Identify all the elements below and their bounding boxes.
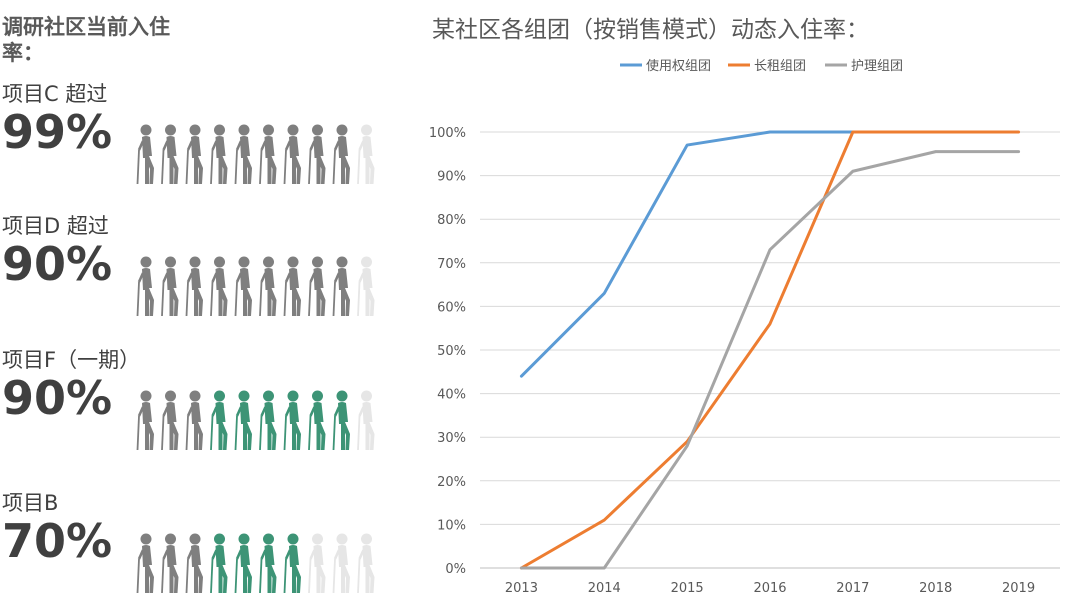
elderly-person-icon (210, 124, 228, 185)
series-line (519, 150, 1021, 570)
elderly-person-icon (161, 390, 179, 451)
x-tick-label: 2013 (505, 581, 538, 596)
elderly-person-icon (234, 124, 252, 185)
elderly-person-icon (259, 124, 277, 185)
x-tick-label: 2017 (836, 581, 869, 596)
people-icon-row (136, 533, 375, 594)
y-tick-label: 90% (437, 170, 466, 185)
people-icon-row (136, 124, 375, 185)
occupancy-percentage: 90% (2, 371, 113, 425)
elderly-person-icon (161, 124, 179, 185)
occupancy-percentage: 70% (2, 514, 113, 568)
elderly-person-icon (161, 256, 179, 317)
elderly-person-icon (136, 533, 154, 594)
project-label: 项目D 超过 (2, 214, 109, 238)
series-line (519, 130, 1021, 570)
occupancy-percentage: 90% (2, 237, 113, 291)
y-tick-label: 40% (437, 388, 466, 403)
elderly-person-icon (283, 390, 301, 451)
elderly-person-icon (185, 256, 203, 317)
elderly-person-icon (210, 256, 228, 317)
elderly-person-icon (136, 124, 154, 185)
elderly-person-icon (332, 533, 350, 594)
x-tick-label: 2019 (1002, 581, 1035, 596)
legend-label: 使用权组团 (646, 58, 711, 74)
x-tick-label: 2016 (753, 581, 786, 596)
people-icon-row (136, 256, 375, 317)
elderly-person-icon (332, 256, 350, 317)
elderly-person-icon (234, 533, 252, 594)
y-tick-label: 50% (437, 344, 466, 359)
x-tick-label: 2015 (671, 581, 704, 596)
elderly-person-icon (308, 124, 326, 185)
elderly-person-icon (136, 256, 154, 317)
legend-label: 长租组团 (754, 59, 806, 74)
elderly-person-icon (234, 256, 252, 317)
elderly-person-icon (259, 256, 277, 317)
left-panel-title: 调研社区当前入住率： (2, 15, 170, 65)
elderly-person-icon (283, 124, 301, 185)
left-panel: 调研社区当前入住率： 项目C 超过 99% 项目D 超过 90% 项目F（一期） 90% 项… (0, 0, 400, 605)
x-tick-label: 2014 (588, 581, 621, 596)
y-tick-label: 0% (445, 562, 466, 577)
project-label: 项目F（一期） (2, 348, 141, 372)
elderly-person-icon (185, 124, 203, 185)
elderly-person-icon (357, 256, 375, 317)
elderly-person-icon (357, 533, 375, 594)
elderly-person-icon (210, 533, 228, 594)
occupancy-percentage: 99% (2, 105, 113, 159)
elderly-person-icon (185, 390, 203, 451)
y-tick-label: 10% (437, 518, 466, 533)
y-tick-label: 70% (437, 257, 466, 272)
y-tick-label: 30% (437, 431, 466, 446)
elderly-person-icon (161, 533, 179, 594)
elderly-person-icon (234, 390, 252, 451)
x-tick-label: 2018 (919, 581, 952, 596)
elderly-person-icon (308, 533, 326, 594)
chart-title: 某社区各组团（按销售模式）动态入住率： (432, 17, 869, 43)
elderly-person-icon (136, 390, 154, 451)
elderly-person-icon (283, 256, 301, 317)
elderly-person-icon (185, 533, 203, 594)
elderly-person-icon (332, 390, 350, 451)
elderly-person-icon (332, 124, 350, 185)
project-label: 项目C 超过 (2, 82, 108, 106)
legend-label: 护理组团 (851, 59, 903, 74)
elderly-person-icon (357, 124, 375, 185)
elderly-person-icon (308, 390, 326, 451)
project-label: 项目B (2, 491, 59, 515)
y-tick-label: 20% (437, 475, 466, 490)
elderly-person-icon (259, 390, 277, 451)
y-tick-label: 60% (437, 300, 466, 315)
people-icon-row (136, 390, 375, 451)
elderly-person-icon (210, 390, 228, 451)
line-chart: 0% 10% 20% 30% 40% 50% 60% 70% 80% 90% 100% 2013 201… (429, 58, 1060, 596)
elderly-person-icon (357, 390, 375, 451)
elderly-person-icon (283, 533, 301, 594)
y-tick-label: 80% (437, 213, 466, 228)
elderly-person-icon (259, 533, 277, 594)
series-line (519, 130, 855, 378)
y-tick-label: 100% (429, 126, 466, 141)
elderly-person-icon (308, 256, 326, 317)
